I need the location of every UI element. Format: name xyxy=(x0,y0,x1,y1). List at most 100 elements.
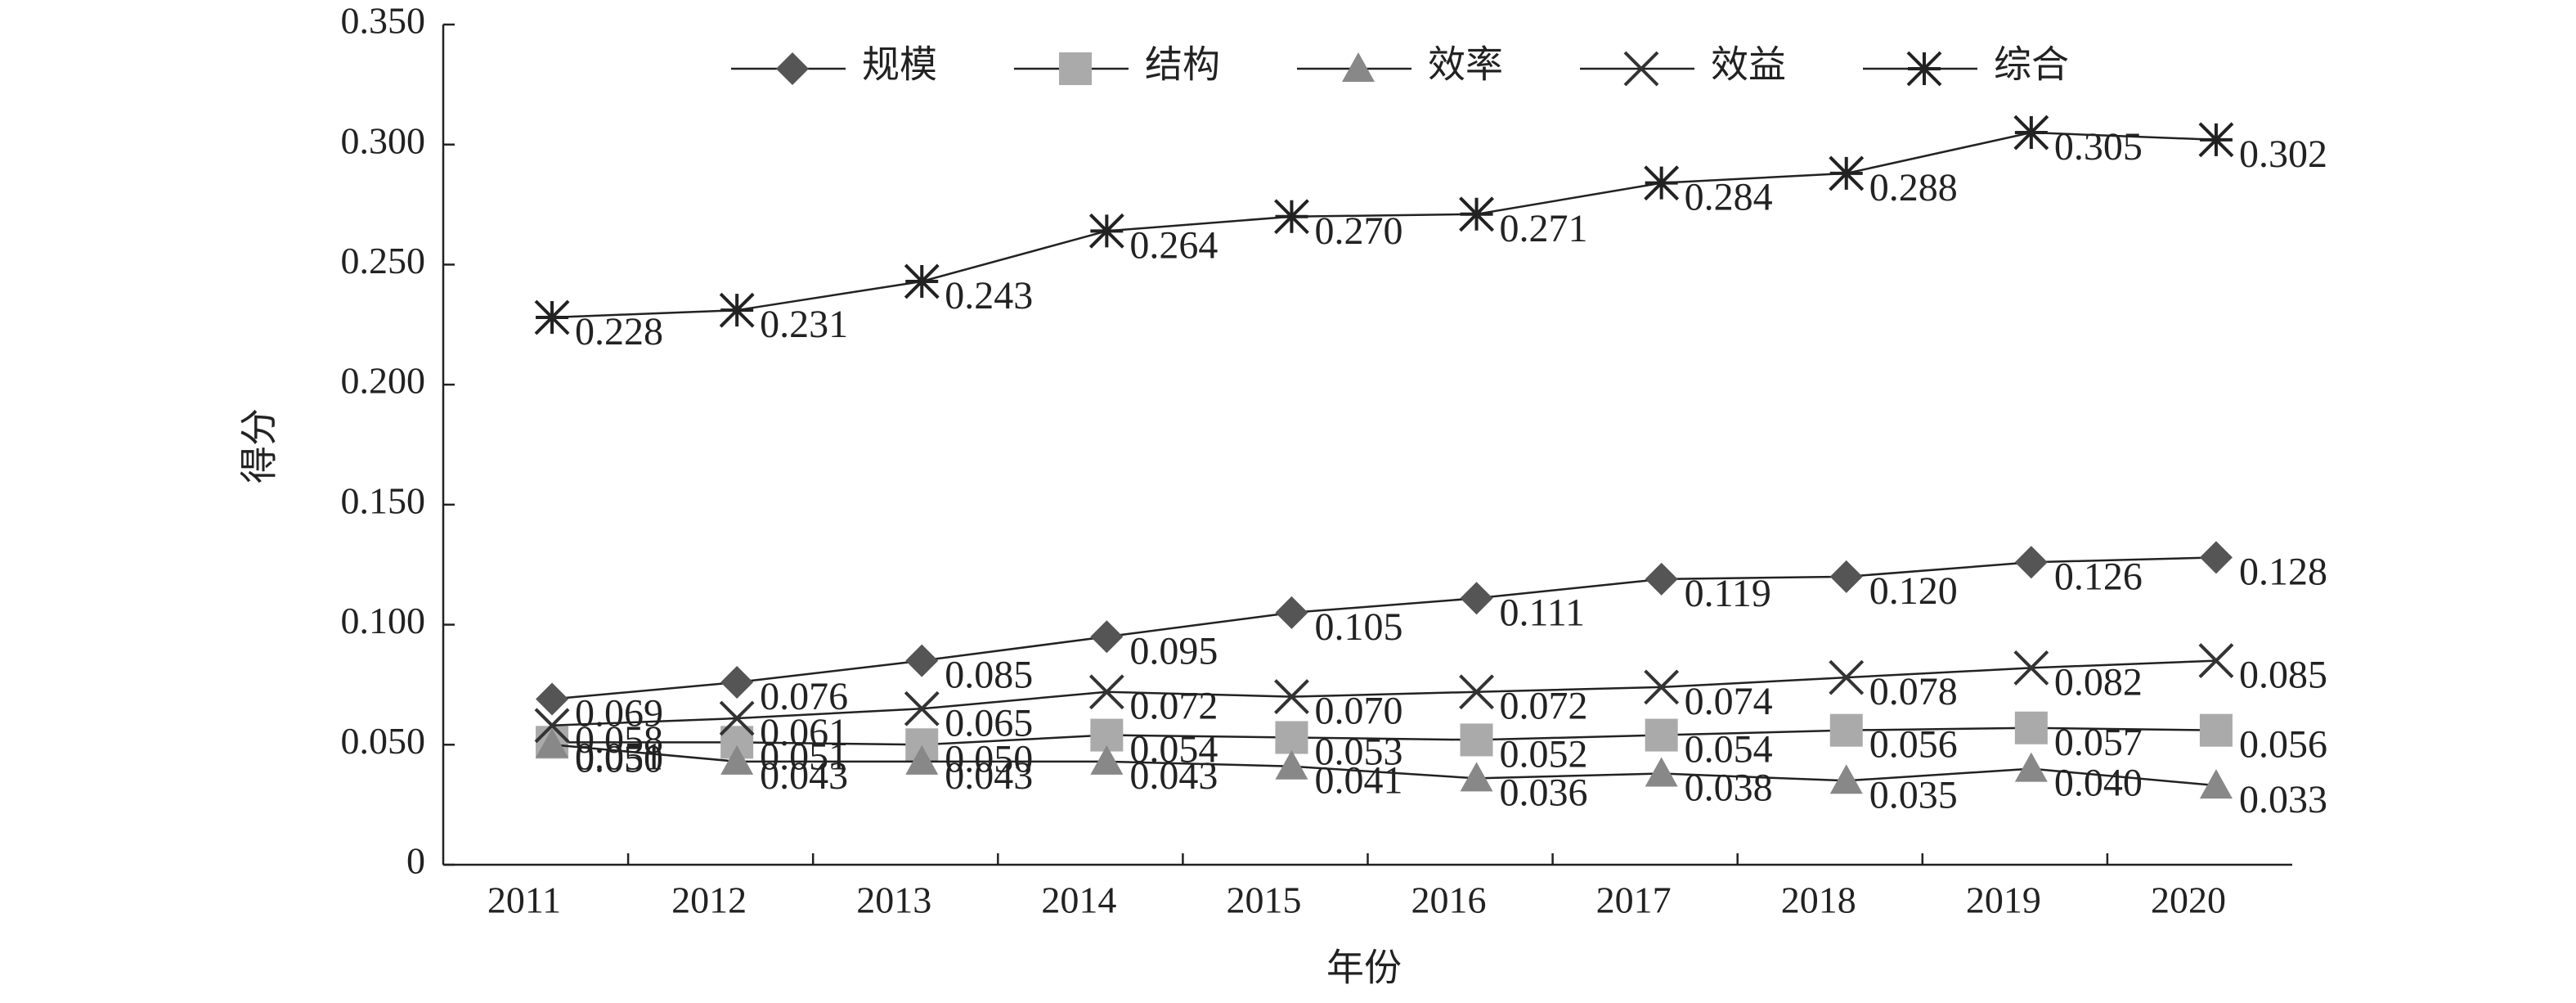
series-line xyxy=(552,131,2216,319)
value-label: 0.050 xyxy=(945,737,1033,780)
series-line xyxy=(551,744,2217,787)
x-tick-label: 2017 xyxy=(1596,879,1672,921)
data-point xyxy=(1090,744,1124,775)
value-label: 0.082 xyxy=(2054,660,2143,704)
value-label: 0.085 xyxy=(2239,654,2327,697)
value-label: 0.065 xyxy=(945,701,1033,744)
data-point xyxy=(2199,713,2233,747)
value-label: 0.056 xyxy=(2239,723,2327,767)
value-label: 0.053 xyxy=(1314,730,1402,773)
data-point xyxy=(904,690,940,726)
x-tick-label: 2013 xyxy=(856,879,931,921)
value-label: 0.061 xyxy=(760,711,848,754)
value-label: 0.041 xyxy=(1314,759,1402,803)
value-label: 0.056 xyxy=(1869,723,1958,767)
value-label: 0.043 xyxy=(945,754,1033,798)
value-label: 0.085 xyxy=(945,654,1033,697)
data-point xyxy=(1088,674,1124,710)
value-label: 0.231 xyxy=(760,303,848,346)
value-label: 0.036 xyxy=(1500,771,1588,814)
series-line xyxy=(552,726,2216,746)
data-point xyxy=(719,292,755,328)
value-label: 0.095 xyxy=(1129,629,1218,672)
value-label: 0.069 xyxy=(575,692,663,735)
value-label: 0.057 xyxy=(2054,721,2143,764)
value-label: 0.043 xyxy=(1129,754,1218,798)
legend-label: 结构 xyxy=(1145,44,1220,86)
data-point xyxy=(1829,155,1865,191)
x-axis-label: 年份 xyxy=(1326,947,1402,989)
series-line xyxy=(552,659,2216,727)
data-point xyxy=(2013,650,2049,686)
data-point xyxy=(1829,560,1863,593)
x-tick-label: 2020 xyxy=(2151,879,2226,921)
legend-label: 综合 xyxy=(1994,44,2069,86)
x-tick-label: 2018 xyxy=(1781,879,1856,921)
data-point xyxy=(905,744,939,775)
value-label: 0.054 xyxy=(1685,728,1773,771)
legend-label: 规模 xyxy=(862,44,937,86)
data-point xyxy=(534,708,570,744)
value-label: 0.305 xyxy=(2054,125,2143,169)
data-point xyxy=(2014,546,2048,579)
value-label: 0.111 xyxy=(1500,591,1585,634)
value-label: 0.264 xyxy=(1129,223,1218,267)
data-point xyxy=(536,682,569,716)
data-point xyxy=(905,644,939,677)
data-point xyxy=(720,744,754,775)
data-point xyxy=(1274,679,1309,715)
value-label: 0.070 xyxy=(1314,690,1402,733)
y-tick-label: 0.350 xyxy=(341,0,426,42)
value-label: 0.288 xyxy=(1869,166,1958,209)
value-label: 0.105 xyxy=(1314,605,1402,649)
x-tick-label: 2016 xyxy=(1411,879,1487,921)
value-label: 0.051 xyxy=(575,735,663,778)
value-label: 0.120 xyxy=(1869,569,1958,613)
value-label: 0.074 xyxy=(1685,680,1773,723)
data-point xyxy=(2199,769,2233,799)
legend-marker xyxy=(1059,52,1092,85)
data-point xyxy=(1645,562,1678,596)
data-point xyxy=(536,728,569,758)
data-point xyxy=(1275,596,1308,629)
value-label: 0.038 xyxy=(1685,767,1773,810)
legend-marker xyxy=(1906,51,1942,87)
value-label: 0.040 xyxy=(2054,762,2143,805)
data-point xyxy=(1460,723,1493,757)
value-label: 0.072 xyxy=(1500,685,1588,728)
data-point xyxy=(2014,711,2048,744)
value-label: 0.033 xyxy=(2239,778,2327,821)
data-point xyxy=(1644,669,1680,705)
value-label: 0.270 xyxy=(1314,209,1402,253)
value-label: 0.126 xyxy=(2054,555,2143,598)
data-point xyxy=(904,263,940,299)
legend-marker xyxy=(1623,51,1659,87)
value-label: 0.058 xyxy=(575,718,663,762)
legend-marker xyxy=(1342,52,1375,82)
data-point xyxy=(1274,199,1309,235)
data-point xyxy=(1275,721,1308,754)
data-point xyxy=(534,299,570,335)
data-point xyxy=(1275,749,1308,780)
value-label: 0.243 xyxy=(945,274,1033,317)
data-point xyxy=(720,665,754,699)
data-point xyxy=(1088,213,1124,249)
value-label: 0.050 xyxy=(575,737,663,780)
data-point xyxy=(1644,165,1680,201)
data-point xyxy=(1460,762,1493,792)
data-point xyxy=(2198,643,2234,679)
x-tick-label: 2019 xyxy=(1966,879,2041,921)
data-point xyxy=(1459,674,1494,710)
value-label: 0.076 xyxy=(760,675,848,718)
data-point xyxy=(1645,757,1678,787)
value-label: 0.052 xyxy=(1500,732,1588,776)
x-tick-label: 2011 xyxy=(487,879,561,921)
y-axis-label: 得分 xyxy=(239,408,280,484)
legend-label: 效率 xyxy=(1428,44,1503,86)
data-point xyxy=(1829,764,1863,794)
data-point xyxy=(2013,115,2049,151)
data-point xyxy=(719,700,755,736)
value-label: 0.228 xyxy=(575,310,663,353)
data-point xyxy=(2014,752,2048,782)
